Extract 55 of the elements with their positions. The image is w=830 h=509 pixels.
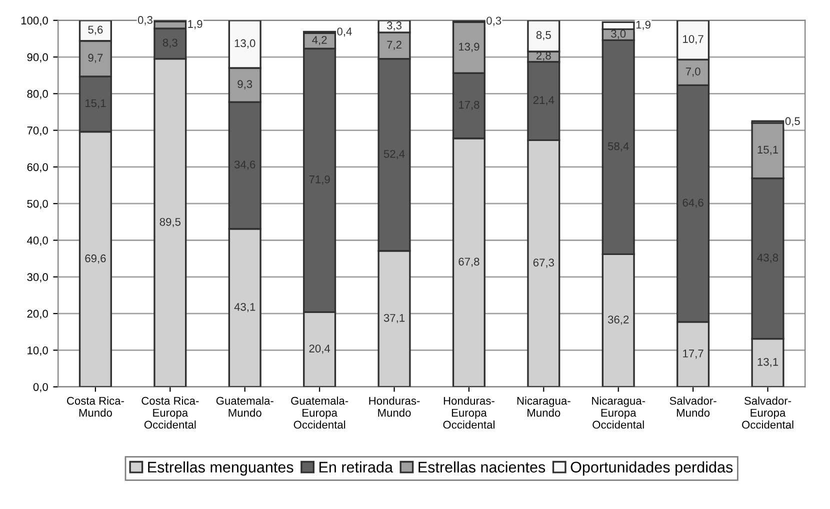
data-label: 89,5 [160,218,180,228]
data-label: 1,9 [188,20,202,30]
data-label: 0,3 [486,16,502,26]
data-label: 15,1 [758,146,778,155]
y-tick-label: 10,0 [28,346,48,356]
data-label: 13,9 [458,42,480,52]
y-tick-label: 90,0 [27,53,48,62]
x-tick-label: Nicaragua- Mundo [517,396,570,417]
y-tick-label: 30,0 [27,273,48,282]
y-tick-label: 50,0 [27,200,48,210]
data-label: 7,0 [686,68,700,77]
x-tick-label: Honduras- Mundo [369,396,420,417]
y-tick-label: 0,0 [33,383,48,392]
data-label: 10,7 [683,35,704,44]
data-label: 0,3 [138,16,152,26]
data-label: 13,1 [758,358,778,368]
data-label: 13,0 [234,39,256,48]
y-tick-label: 40,0 [27,236,48,246]
y-tick-label: 100,0 [21,16,48,26]
y-tick-label: 60,0 [27,163,48,172]
data-label: 2,8 [536,52,551,61]
x-tick-label: Salvador- Europa Occidental [742,396,794,429]
x-tick-label: Nicaragua- Europa Occidental [592,396,646,429]
y-tick-label: 80,0 [27,90,48,100]
data-label: 4,2 [312,36,327,46]
legend-label: En retirada [319,461,393,473]
data-label: 43,1 [234,302,256,312]
data-label: 3,0 [611,30,626,39]
x-tick-label: Guatemala- Mundo [216,396,274,417]
x-tick-label: Honduras- Europa Occidental [443,396,494,429]
data-label: 5,6 [88,26,103,35]
y-tick-label: 20,0 [27,310,48,319]
legend-label: Oportunidades perdidas [570,461,733,476]
data-label: 17,7 [683,350,704,359]
data-label: 7,2 [387,40,402,50]
data-label: 9,7 [88,54,103,63]
data-label: 67,8 [458,258,480,267]
legend-label: Estrellas menguantes [148,461,294,476]
data-label: 9,3 [238,80,252,90]
data-label: 36,2 [608,316,629,325]
y-tick-label: 70,0 [27,126,48,136]
x-tick-label: Guatemala- Europa Occidental [291,396,348,429]
data-label: 67,3 [533,258,554,268]
data-label: 0,5 [785,117,800,126]
data-label: 0,4 [337,28,352,37]
data-label: 69,6 [85,254,106,264]
data-label: 3,3 [386,22,402,31]
x-tick-label: Costa Rica- Europa Occidental [142,396,199,429]
x-tick-label: Costa Rica- Mundo [66,396,124,417]
x-tick-label: Salvador- Mundo [670,396,716,417]
data-label: 37,1 [384,314,405,324]
data-label: 20,4 [309,344,330,354]
data-label: 1,9 [636,20,650,30]
legend-label: Estrellas nacientes [418,461,546,473]
data-label: 8,5 [536,31,551,40]
